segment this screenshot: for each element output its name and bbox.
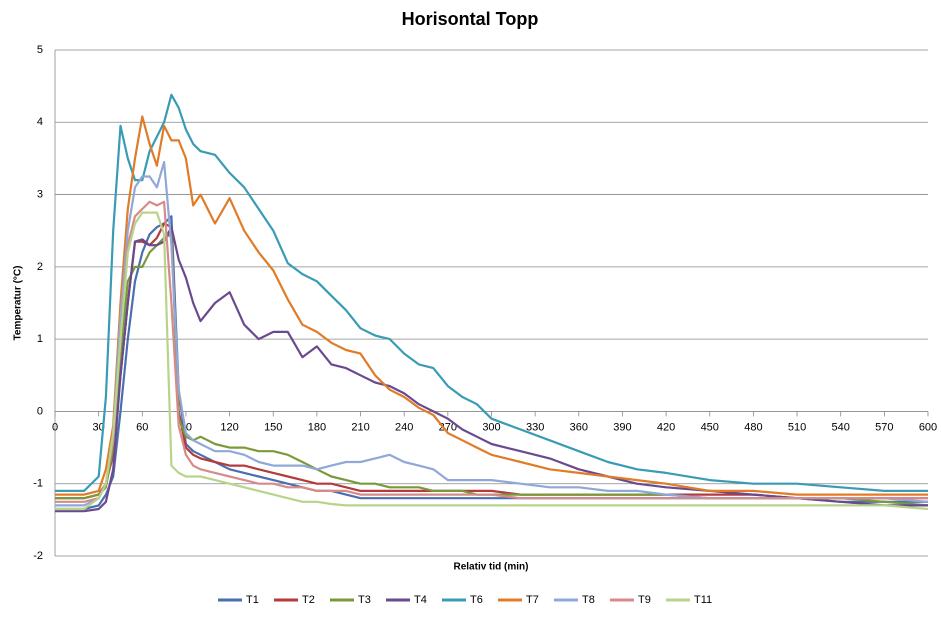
- y-tick-label: 2: [37, 261, 43, 273]
- series-line: [55, 211, 929, 511]
- x-tick-label: 570: [875, 421, 893, 433]
- x-tick-label: 390: [613, 421, 631, 433]
- x-tick-label: 300: [482, 421, 500, 433]
- legend-label: T8: [582, 594, 595, 606]
- y-tick-label: -1: [33, 478, 43, 490]
- legend-label: T11: [694, 594, 712, 606]
- x-tick-label: 210: [351, 421, 369, 433]
- series-line: [55, 226, 928, 513]
- series-line: [55, 215, 928, 511]
- series-line: [55, 160, 929, 507]
- legend-label: T9: [638, 594, 651, 606]
- x-tick-label: 360: [570, 421, 588, 433]
- legend-label: T1: [246, 594, 259, 606]
- series-line: [55, 93, 928, 492]
- y-tick-label: 4: [37, 116, 43, 128]
- series-line: [55, 222, 928, 500]
- x-axis-title: Relativ tid (min): [453, 562, 528, 573]
- legend-label: T2: [302, 594, 315, 606]
- legend-label: T3: [358, 594, 371, 606]
- x-tick-label: 270: [439, 421, 457, 433]
- y-tick-label: 0: [37, 405, 43, 417]
- x-tick-label: 510: [788, 421, 806, 433]
- series-line: [55, 200, 928, 503]
- x-tick-label: 330: [526, 421, 544, 433]
- x-tick-label: 150: [264, 421, 282, 433]
- x-tick-label: 180: [308, 421, 326, 433]
- x-tick-label: 30: [93, 421, 105, 433]
- legend-label: T7: [526, 594, 539, 606]
- x-tick-label: 240: [395, 421, 413, 433]
- y-axis-title: Temperatur (°C): [13, 266, 24, 341]
- x-tick-label: 480: [744, 421, 762, 433]
- x-tick-label: 120: [220, 421, 238, 433]
- x-tick-label: 0: [52, 421, 58, 433]
- x-tick-label: 540: [832, 421, 850, 433]
- x-tick-label: 420: [657, 421, 675, 433]
- series-line: [55, 115, 928, 496]
- y-tick-label: 1: [37, 333, 43, 345]
- chart-title: Horisontal Topp: [402, 9, 539, 29]
- legend-label: T4: [414, 594, 427, 606]
- y-tick-label: 3: [37, 188, 43, 200]
- x-tick-label: 600: [919, 421, 937, 433]
- y-tick-label: -2: [33, 550, 43, 562]
- x-tick-label: 450: [701, 421, 719, 433]
- x-tick-label: 60: [136, 421, 148, 433]
- y-tick-label: 5: [37, 44, 43, 56]
- legend-label: T6: [470, 594, 483, 606]
